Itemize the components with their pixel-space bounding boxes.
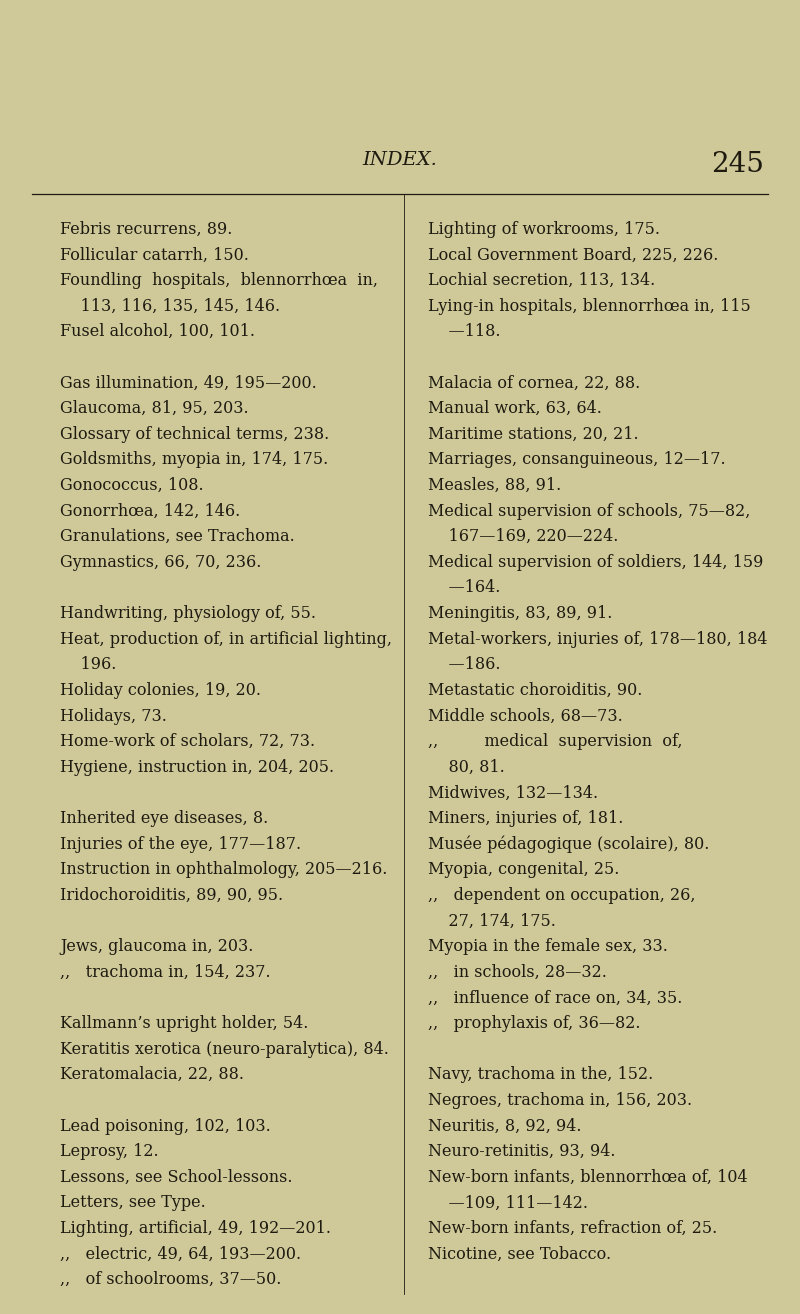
Text: Metastatic choroiditis, 90.: Metastatic choroiditis, 90. [428,682,642,699]
Text: ,,   electric, 49, 64, 193—200.: ,, electric, 49, 64, 193—200. [60,1246,301,1263]
Text: Lighting, artificial, 49, 192—201.: Lighting, artificial, 49, 192—201. [60,1219,331,1236]
Text: INDEX.: INDEX. [362,151,438,170]
Text: Lessons, see School-lessons.: Lessons, see School-lessons. [60,1169,293,1185]
Text: Iridochoroiditis, 89, 90, 95.: Iridochoroiditis, 89, 90, 95. [60,887,283,904]
Text: Manual work, 63, 64.: Manual work, 63, 64. [428,399,602,417]
Text: Lochial secretion, 113, 134.: Lochial secretion, 113, 134. [428,272,655,289]
Text: Keratitis xerotica (neuro-paralytica), 84.: Keratitis xerotica (neuro-paralytica), 8… [60,1041,389,1058]
Text: Fusel alcohol, 100, 101.: Fusel alcohol, 100, 101. [60,323,255,340]
Text: Metal-workers, injuries of, 178—180, 184: Metal-workers, injuries of, 178—180, 184 [428,631,767,648]
Text: Holiday colonies, 19, 20.: Holiday colonies, 19, 20. [60,682,261,699]
Text: Hygiene, instruction in, 204, 205.: Hygiene, instruction in, 204, 205. [60,759,334,775]
Text: Febris recurrens, 89.: Febris recurrens, 89. [60,221,232,238]
Text: Miners, injuries of, 181.: Miners, injuries of, 181. [428,809,623,827]
Text: Lighting of workrooms, 175.: Lighting of workrooms, 175. [428,221,660,238]
Text: Goldsmiths, myopia in, 174, 175.: Goldsmiths, myopia in, 174, 175. [60,452,328,468]
Text: Midwives, 132—134.: Midwives, 132—134. [428,784,598,802]
Text: Jews, glaucoma in, 203.: Jews, glaucoma in, 203. [60,938,254,955]
Text: Medical supervision of schools, 75—82,: Medical supervision of schools, 75—82, [428,503,750,519]
Text: Gas illumination, 49, 195—200.: Gas illumination, 49, 195—200. [60,374,317,392]
Text: 245: 245 [711,151,764,179]
Text: ,,   of schoolrooms, 37—50.: ,, of schoolrooms, 37—50. [60,1272,282,1288]
Text: ,,   in schools, 28—32.: ,, in schools, 28—32. [428,964,607,980]
Text: 167—169, 220—224.: 167—169, 220—224. [428,528,618,545]
Text: Gymnastics, 66, 70, 236.: Gymnastics, 66, 70, 236. [60,555,262,570]
Text: Inherited eye diseases, 8.: Inherited eye diseases, 8. [60,809,268,827]
Text: Leprosy, 12.: Leprosy, 12. [60,1143,158,1160]
Text: 196.: 196. [60,657,116,673]
Text: Medical supervision of soldiers, 144, 159: Medical supervision of soldiers, 144, 15… [428,555,763,570]
Text: Glossary of technical terms, 238.: Glossary of technical terms, 238. [60,426,330,443]
Text: Middle schools, 68—73.: Middle schools, 68—73. [428,708,622,724]
Text: Marriages, consanguineous, 12—17.: Marriages, consanguineous, 12—17. [428,452,726,468]
Text: —118.: —118. [428,323,501,340]
Text: —186.: —186. [428,657,501,673]
Text: Malacia of cornea, 22, 88.: Malacia of cornea, 22, 88. [428,374,640,392]
Text: Neuro-retinitis, 93, 94.: Neuro-retinitis, 93, 94. [428,1143,615,1160]
Text: Neuritis, 8, 92, 94.: Neuritis, 8, 92, 94. [428,1117,582,1134]
Text: Kallmann’s upright holder, 54.: Kallmann’s upright holder, 54. [60,1016,308,1031]
Text: Holidays, 73.: Holidays, 73. [60,708,167,724]
Text: Local Government Board, 225, 226.: Local Government Board, 225, 226. [428,247,718,263]
Text: Foundling  hospitals,  blennorrhœa  in,: Foundling hospitals, blennorrhœa in, [60,272,378,289]
Text: Granulations, see Trachoma.: Granulations, see Trachoma. [60,528,294,545]
Text: Myopia in the female sex, 33.: Myopia in the female sex, 33. [428,938,668,955]
Text: 27, 174, 175.: 27, 174, 175. [428,913,556,929]
Text: Gonococcus, 108.: Gonococcus, 108. [60,477,204,494]
Text: Letters, see Type.: Letters, see Type. [60,1194,206,1212]
Text: Home-work of scholars, 72, 73.: Home-work of scholars, 72, 73. [60,733,315,750]
Text: 113, 116, 135, 145, 146.: 113, 116, 135, 145, 146. [60,298,280,314]
Text: ,,   trachoma in, 154, 237.: ,, trachoma in, 154, 237. [60,964,270,980]
Text: 80, 81.: 80, 81. [428,759,505,775]
Text: Handwriting, physiology of, 55.: Handwriting, physiology of, 55. [60,604,316,622]
Text: Heat, production of, in artificial lighting,: Heat, production of, in artificial light… [60,631,392,648]
Text: Injuries of the eye, 177—187.: Injuries of the eye, 177—187. [60,836,301,853]
Text: Follicular catarrh, 150.: Follicular catarrh, 150. [60,247,249,263]
Text: Negroes, trachoma in, 156, 203.: Negroes, trachoma in, 156, 203. [428,1092,692,1109]
Text: ,,   dependent on occupation, 26,: ,, dependent on occupation, 26, [428,887,695,904]
Text: Meningitis, 83, 89, 91.: Meningitis, 83, 89, 91. [428,604,612,622]
Text: —109, 111—142.: —109, 111—142. [428,1194,588,1212]
Text: Nicotine, see Tobacco.: Nicotine, see Tobacco. [428,1246,611,1263]
Text: Keratomalacia, 22, 88.: Keratomalacia, 22, 88. [60,1067,244,1083]
Text: New-born infants, refraction of, 25.: New-born infants, refraction of, 25. [428,1219,718,1236]
Text: Myopia, congenital, 25.: Myopia, congenital, 25. [428,862,619,878]
Text: ,,         medical  supervision  of,: ,, medical supervision of, [428,733,682,750]
Text: Instruction in ophthalmology, 205—216.: Instruction in ophthalmology, 205—216. [60,862,387,878]
Text: Glaucoma, 81, 95, 203.: Glaucoma, 81, 95, 203. [60,399,249,417]
Text: Gonorrhœa, 142, 146.: Gonorrhœa, 142, 146. [60,503,240,519]
Text: —164.: —164. [428,579,500,597]
Text: ,,   prophylaxis of, 36—82.: ,, prophylaxis of, 36—82. [428,1016,641,1031]
Text: Lying-in hospitals, blennorrhœa in, 115: Lying-in hospitals, blennorrhœa in, 115 [428,298,750,314]
Text: New-born infants, blennorrhœa of, 104: New-born infants, blennorrhœa of, 104 [428,1169,748,1185]
Text: Measles, 88, 91.: Measles, 88, 91. [428,477,562,494]
Text: Musée pédagogique (scolaire), 80.: Musée pédagogique (scolaire), 80. [428,836,710,853]
Text: ,,   influence of race on, 34, 35.: ,, influence of race on, 34, 35. [428,989,682,1007]
Text: Maritime stations, 20, 21.: Maritime stations, 20, 21. [428,426,638,443]
Text: Lead poisoning, 102, 103.: Lead poisoning, 102, 103. [60,1117,270,1134]
Text: Navy, trachoma in the, 152.: Navy, trachoma in the, 152. [428,1067,654,1083]
